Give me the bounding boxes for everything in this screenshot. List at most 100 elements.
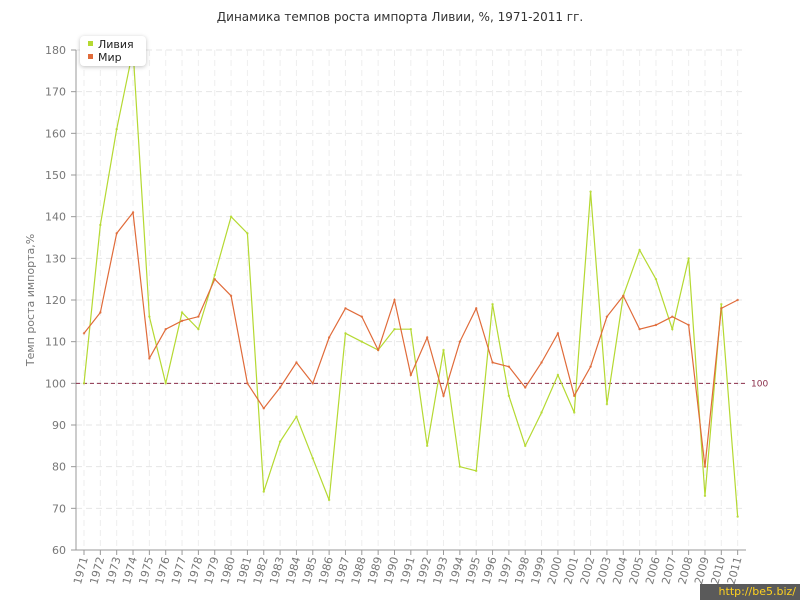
data-point-world (278, 386, 282, 389)
data-point-world (180, 319, 184, 323)
data-point-world (442, 394, 445, 398)
data-point-world (262, 407, 265, 410)
axes (75, 50, 746, 551)
data-point-world (540, 361, 543, 364)
data-point-libya (687, 257, 690, 260)
data-point-libya (229, 215, 233, 218)
data-point-libya (671, 327, 674, 331)
y-tick-label: 130 (45, 252, 66, 265)
data-point-libya (638, 248, 641, 252)
data-point-world (131, 211, 135, 214)
data-point-libya (589, 190, 592, 193)
y-tick-label: 140 (45, 211, 66, 224)
data-point-libya (246, 232, 249, 235)
data-point-libya (573, 411, 576, 414)
data-point-world (376, 348, 380, 352)
y-tick-label: 180 (45, 44, 66, 57)
data-point-world (605, 315, 609, 318)
y-axis-label: Темп роста импорта,% (24, 234, 37, 367)
data-point-libya (344, 332, 347, 335)
data-point-libya (311, 457, 314, 460)
data-point-world (736, 298, 739, 302)
data-point-libya (180, 311, 184, 314)
data-point-world (524, 386, 527, 389)
y-tick-label: 120 (45, 294, 66, 307)
data-point-world (556, 332, 560, 335)
y-tick-labels: 60 70 80 90 100 110 120 130 140 150 160 170 180 (45, 44, 66, 557)
data-point-world (99, 311, 102, 314)
y-tick-label: 60 (52, 544, 66, 557)
data-point-libya (736, 515, 739, 518)
data-point-libya (458, 465, 462, 468)
data-point-world (425, 336, 429, 339)
reference-line-label: 100 (751, 379, 768, 389)
legend-item-world[interactable]: Мир (88, 51, 122, 64)
data-point-world (393, 298, 396, 302)
data-point-world (622, 294, 625, 298)
data-point-libya (278, 440, 282, 443)
y-tick-label: 160 (45, 127, 66, 140)
data-point-world (409, 373, 413, 377)
data-point-libya (654, 277, 658, 281)
data-point-libya (524, 444, 527, 448)
data-point-libya (262, 490, 265, 493)
data-point-world (720, 307, 723, 310)
data-point-world (197, 315, 200, 318)
legend: Ливия Мир (80, 36, 146, 66)
y-tick-label: 90 (52, 419, 66, 432)
data-point-world (573, 394, 576, 398)
y-tick-label: 80 (52, 461, 66, 474)
watermark[interactable]: http://be5.biz/ (700, 584, 800, 600)
data-point-world (687, 323, 690, 327)
chart-title: Динамика темпов роста импорта Ливии, %, … (216, 10, 584, 24)
y-tick-label: 70 (52, 502, 66, 515)
data-point-world (115, 232, 118, 235)
data-point-world (589, 365, 592, 368)
series-lines (82, 48, 739, 518)
data-point-world (671, 315, 674, 318)
legend-label-libya: Ливия (98, 38, 134, 51)
data-point-world (344, 307, 347, 310)
data-point-libya (605, 402, 609, 406)
data-point-libya (507, 394, 511, 398)
data-point-libya (720, 302, 723, 306)
x-tick-labels: 1971197219731974197519761977197819791980… (71, 555, 744, 585)
data-point-world (360, 315, 364, 318)
data-point-libya (213, 273, 216, 277)
data-point-world (148, 357, 151, 360)
data-point-world (295, 361, 298, 364)
data-point-libya (409, 327, 413, 331)
data-point-libya (295, 415, 298, 418)
data-point-libya (197, 327, 200, 331)
y-tick-label: 110 (45, 336, 66, 349)
data-point-world (458, 340, 462, 343)
data-point-libya (425, 444, 429, 448)
data-point-world (229, 294, 233, 298)
data-point-world (491, 361, 494, 364)
data-point-world (638, 327, 641, 331)
data-point-world (474, 307, 478, 310)
data-point-libya (491, 302, 494, 306)
legend-swatch-world (88, 54, 93, 59)
legend-item-libya[interactable]: Ливия (88, 38, 134, 51)
y-tick-label: 170 (45, 86, 66, 99)
y-tick-label: 100 (45, 377, 66, 390)
data-point-libya (703, 494, 707, 498)
data-point-world (703, 465, 707, 468)
data-point-libya (556, 373, 560, 377)
reference-line: 100 (76, 379, 768, 389)
data-point-world (82, 332, 86, 335)
data-point-world (246, 382, 249, 385)
data-point-libya (115, 127, 118, 131)
data-point-libya (474, 469, 478, 473)
data-point-world (327, 336, 331, 339)
data-point-libya (393, 327, 396, 331)
data-point-world (507, 365, 511, 368)
legend-label-world: Мир (98, 51, 122, 64)
data-point-world (213, 277, 216, 281)
data-point-libya (82, 382, 86, 385)
data-point-libya (327, 498, 331, 502)
legend-swatch-libya (88, 41, 93, 46)
data-point-libya (360, 340, 364, 343)
